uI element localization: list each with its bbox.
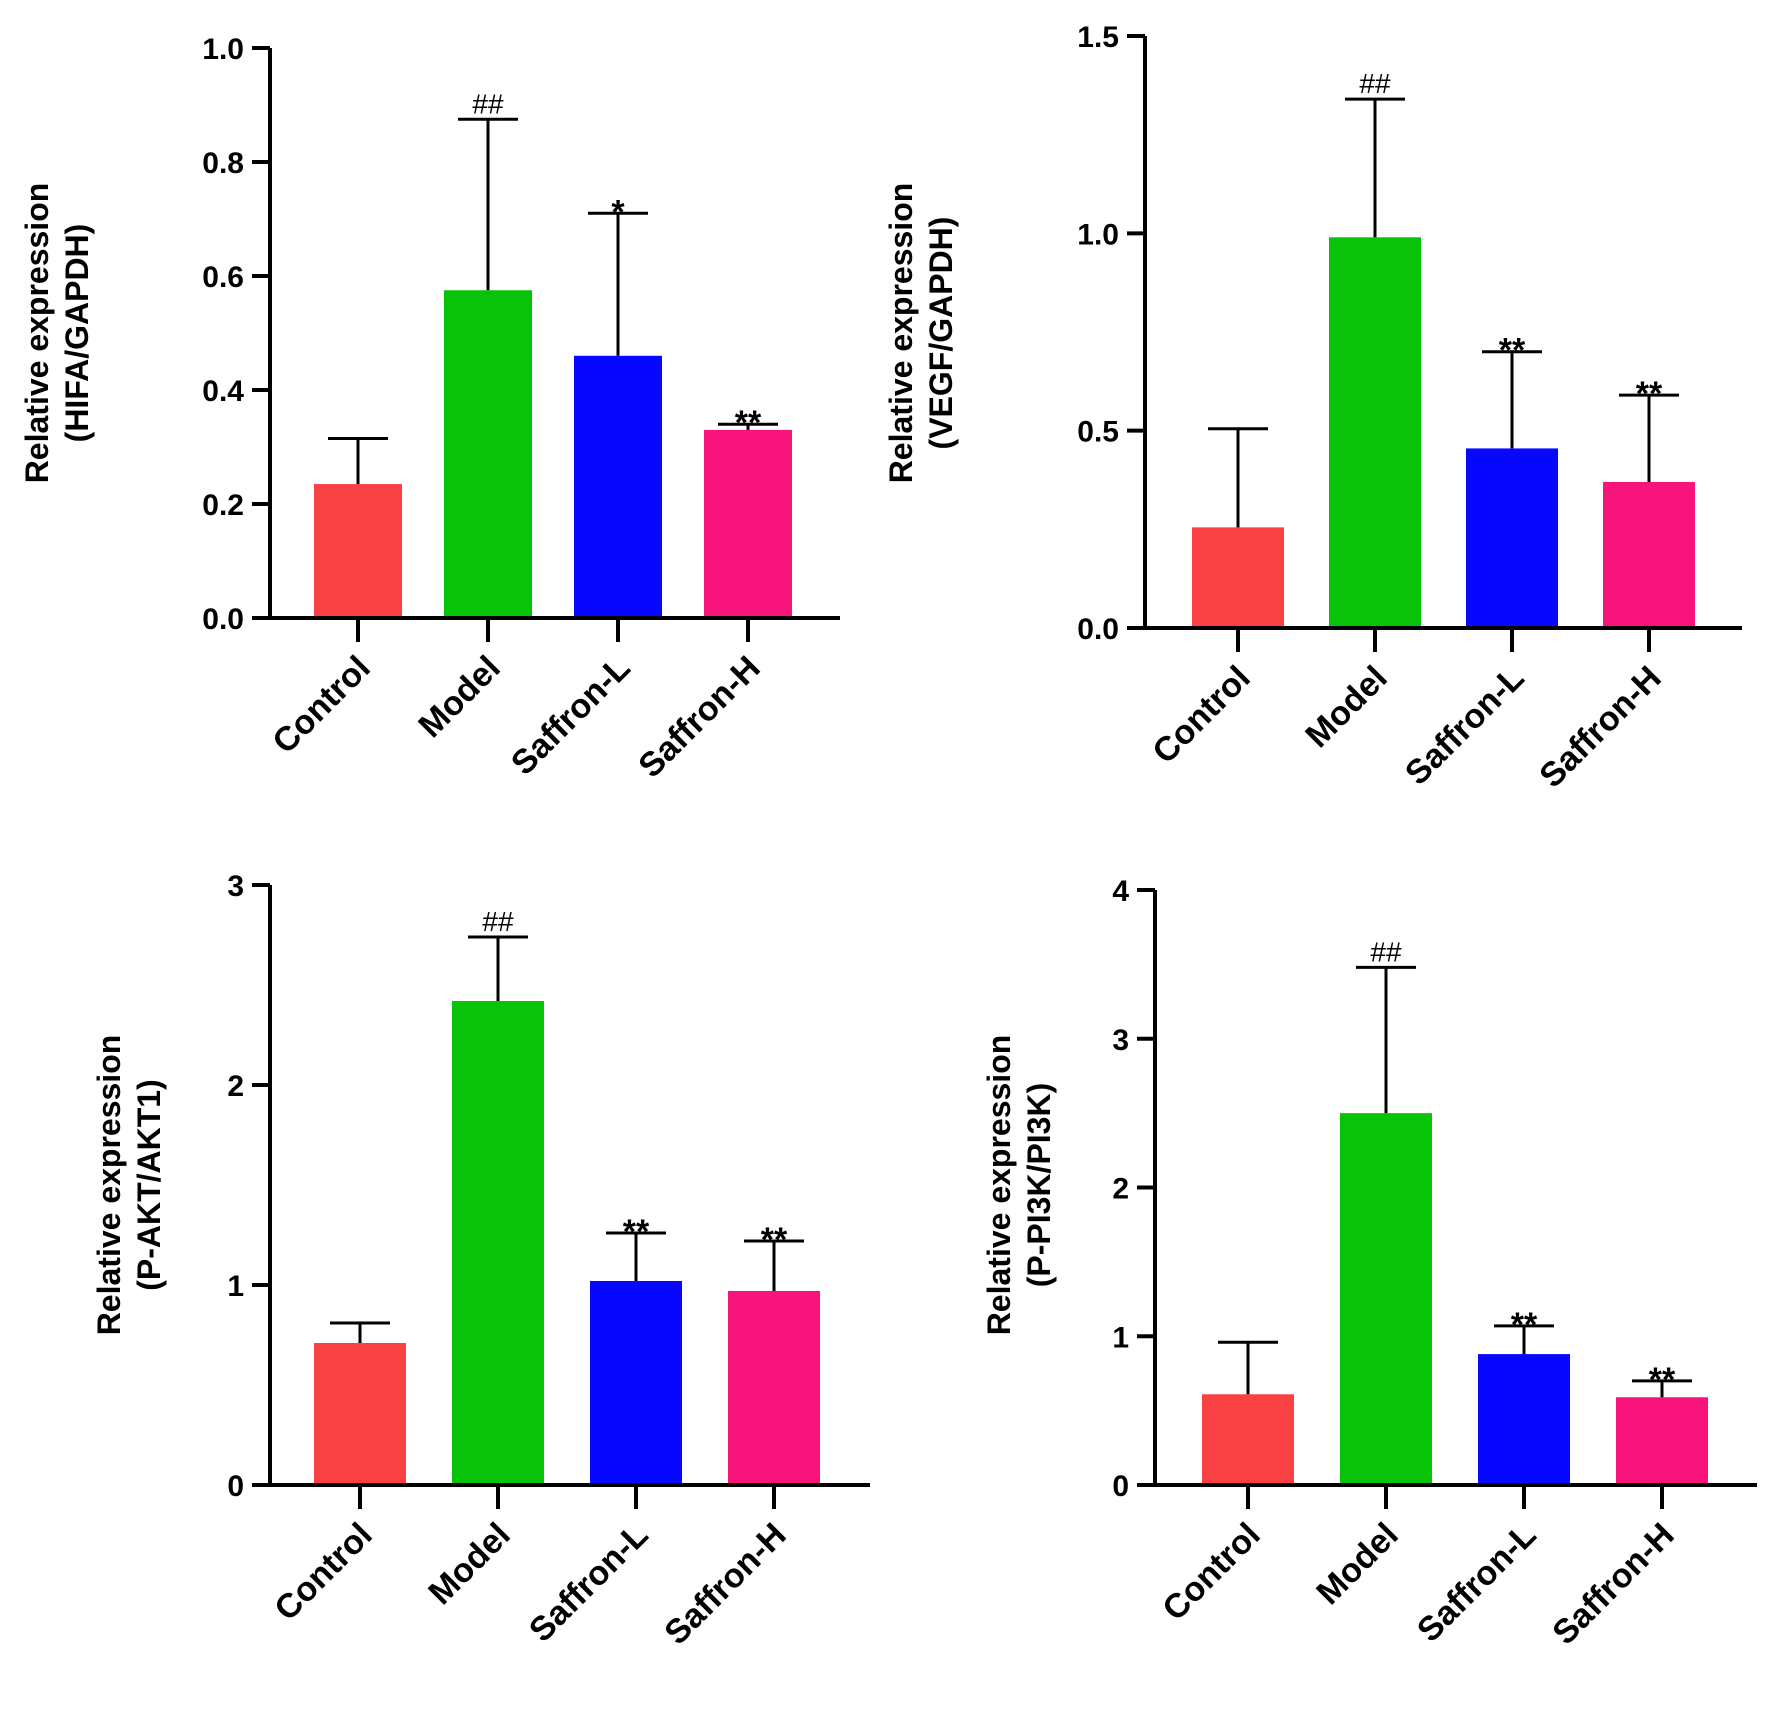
y-tick-label: 0 <box>227 1470 244 1503</box>
y-tick-label: 0.0 <box>202 603 244 636</box>
bar-model <box>1329 237 1421 628</box>
y-tick-label: 0.0 <box>1077 613 1119 646</box>
category-label-saffron-h: Saffron-H <box>631 649 767 785</box>
y-tick-label: 4 <box>1112 875 1129 908</box>
y-axis-title-line: (P-PI3K/PI3K) <box>1021 1083 1057 1287</box>
y-tick-label: 0.5 <box>1077 416 1119 449</box>
bar-model <box>444 290 532 618</box>
chart-panel-4: ## ** ** 0 1 2 3 4 Control Model Saffron-L Saffron-… <box>981 875 1757 1652</box>
category-label-model: Model <box>411 649 507 745</box>
y-tick-label: 3 <box>227 870 244 903</box>
significance-label: * <box>611 193 625 231</box>
significance-label: ** <box>623 1213 650 1251</box>
significance-label: ## <box>472 88 504 119</box>
bar-control <box>1192 527 1284 628</box>
bar-saffron-h <box>728 1291 820 1485</box>
y-tick-label: 3 <box>1112 1024 1129 1057</box>
y-axis-title-line: Relative expression <box>981 1035 1017 1336</box>
significance-label: ## <box>482 906 514 937</box>
y-tick-label: 1.0 <box>1077 218 1119 251</box>
category-label-control: Control <box>267 1516 379 1628</box>
y-axis-title: Relative expression (VEGF/GAPDH) <box>883 183 959 484</box>
category-label-model: Model <box>421 1516 517 1612</box>
bar-model <box>1340 1113 1432 1485</box>
y-tick-label: 0.6 <box>202 261 244 294</box>
y-axis-title: Relative expression (P-PI3K/PI3K) <box>981 1035 1057 1336</box>
y-tick-label: 2 <box>1112 1173 1129 1206</box>
bar-saffron-l <box>1478 1354 1570 1485</box>
category-label-saffron-l: Saffron-L <box>1398 659 1532 793</box>
category-label-saffron-h: Saffron-H <box>657 1516 793 1652</box>
bar-saffron-h <box>1603 481 1695 628</box>
y-axis-title-line: (P-AKT/AKT1) <box>131 1079 167 1291</box>
y-tick-label: 1 <box>227 1270 244 1303</box>
y-axis-title-line: (HIFA/GAPDH) <box>59 224 95 443</box>
bar-saffron-h <box>704 429 792 618</box>
y-tick-label: 0.4 <box>202 375 244 408</box>
y-tick-label: 1.0 <box>202 33 244 66</box>
significance-label: ** <box>1499 332 1526 370</box>
category-label-saffron-h: Saffron-H <box>1532 659 1668 795</box>
category-label-control: Control <box>265 649 377 761</box>
category-label-control: Control <box>1145 659 1257 771</box>
bar-saffron-l <box>574 355 662 618</box>
bar-saffron-l <box>1466 448 1558 628</box>
bar-control <box>314 484 402 618</box>
category-label-model: Model <box>1298 659 1394 755</box>
y-tick-label: 1.5 <box>1077 21 1119 54</box>
significance-label: ** <box>761 1221 788 1259</box>
category-label-saffron-h: Saffron-H <box>1545 1516 1681 1652</box>
category-label-model: Model <box>1309 1516 1405 1612</box>
significance-label: ## <box>1370 936 1402 967</box>
significance-label: ** <box>1649 1361 1676 1399</box>
chart-panel-2: ## ** ** 0.0 0.5 1.0 1.5 Control Model Saffron-L S… <box>883 21 1742 795</box>
category-label-saffron-l: Saffron-L <box>1410 1516 1544 1650</box>
category-label-saffron-l: Saffron-L <box>504 649 638 783</box>
significance-label: ** <box>1636 375 1663 413</box>
bar-control <box>314 1343 406 1485</box>
bar-saffron-l <box>590 1281 682 1485</box>
category-label-saffron-l: Saffron-L <box>522 1516 656 1650</box>
y-tick-label: 0.2 <box>202 489 244 522</box>
y-tick-label: 0 <box>1112 1470 1129 1503</box>
y-axis-title: Relative expression (P-AKT/AKT1) <box>91 1035 167 1336</box>
chart-panel-3: ## ** ** 0 1 2 3 Control Model Saffron-L Saffron-H… <box>91 870 870 1652</box>
bar-saffron-h <box>1616 1397 1708 1485</box>
y-axis-title-line: Relative expression <box>91 1035 127 1336</box>
y-axis-title-line: Relative expression <box>883 183 919 484</box>
significance-label: ## <box>1359 68 1391 99</box>
y-axis-title: Relative expression (HIFA/GAPDH) <box>19 183 95 484</box>
significance-label: ** <box>735 404 762 442</box>
y-axis-title-line: (VEGF/GAPDH) <box>923 217 959 450</box>
y-tick-label: 0.8 <box>202 147 244 180</box>
y-axis-title-line: Relative expression <box>19 183 55 484</box>
y-tick-label: 2 <box>227 1070 244 1103</box>
bar-control <box>1202 1394 1294 1485</box>
significance-label: ** <box>1511 1306 1538 1344</box>
y-tick-label: 1 <box>1112 1321 1129 1354</box>
category-label-control: Control <box>1155 1516 1267 1628</box>
bar-model <box>452 1001 544 1485</box>
